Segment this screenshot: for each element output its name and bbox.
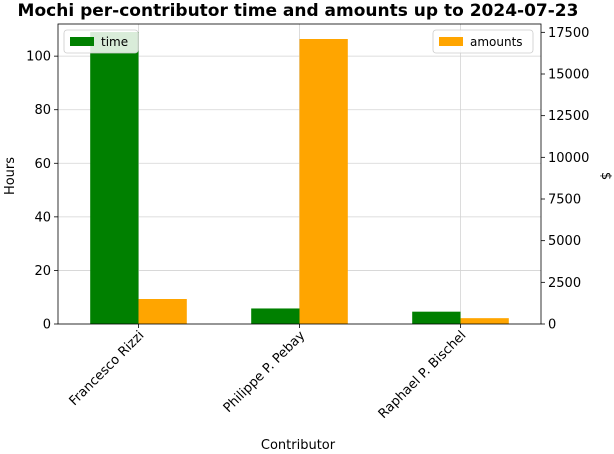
legend-label: time	[101, 35, 128, 49]
y-axis-label-right: $	[598, 172, 613, 180]
chart-title: Mochi per-contributor time and amounts u…	[18, 1, 579, 21]
bar-amounts	[299, 39, 348, 324]
bar-time	[90, 32, 139, 325]
x-axis-label: Contributor	[261, 438, 336, 453]
right-tick-label: 5000	[548, 234, 581, 249]
right-tick-label: 7500	[548, 193, 581, 208]
left-tick-label: 60	[34, 157, 51, 172]
left-tick-label: 100	[26, 50, 51, 65]
right-tick-label: 10000	[548, 151, 589, 166]
left-tick-label: 0	[43, 318, 51, 333]
left-tick-label: 40	[34, 210, 51, 225]
legend-amounts: amounts	[432, 29, 534, 54]
x-tick-label: Philippe P. Pebay	[221, 328, 309, 416]
legend-swatch	[439, 37, 463, 46]
y-axis-label-left: Hours	[3, 157, 18, 195]
right-y-ticks: 0 2500 5000 7500 10000 12500 15000 17500	[541, 26, 589, 333]
right-tick-label: 15000	[548, 68, 589, 83]
bar-amounts	[460, 318, 509, 324]
x-tick-label: Raphael P. Bischel	[376, 328, 470, 422]
right-tick-label: 2500	[548, 276, 581, 291]
left-tick-label: 20	[34, 264, 51, 279]
bar-time	[412, 311, 461, 324]
legend-box	[432, 29, 534, 54]
legend-label: amounts	[470, 35, 523, 49]
bar-time	[251, 308, 300, 324]
bar-amounts	[138, 299, 187, 324]
right-tick-label: 0	[548, 318, 556, 333]
legend-box	[63, 29, 139, 54]
x-tick-label: Francesco Rizzi	[67, 328, 148, 409]
right-tick-label: 12500	[548, 109, 589, 124]
bars	[90, 32, 509, 325]
legend-time: time	[63, 29, 139, 54]
right-tick-label: 17500	[548, 26, 589, 41]
legend-swatch	[70, 37, 94, 46]
x-ticks: Francesco Rizzi Philippe P. Pebay Raphael …	[67, 324, 470, 422]
left-y-ticks: 0 20 40 60 80 100	[26, 50, 58, 333]
left-tick-label: 80	[34, 103, 51, 118]
